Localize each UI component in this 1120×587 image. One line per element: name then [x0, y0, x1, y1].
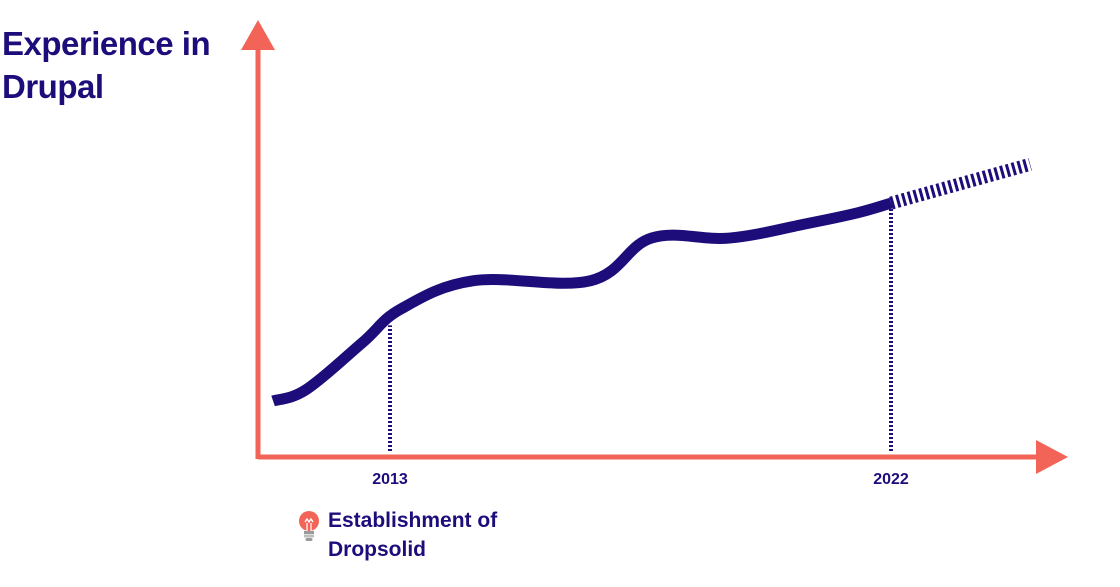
chart-axes [241, 20, 1068, 474]
chart-series [271, 158, 1032, 407]
series-line-projection [889, 158, 1032, 210]
chart-markers [388, 203, 893, 451]
chart-ticks: 2013 2022 [372, 471, 909, 488]
series-line-history [271, 197, 893, 407]
x-axis-arrow [1036, 440, 1068, 474]
y-axis-arrow [241, 20, 275, 50]
annotation: Establishment of Dropsolid [298, 506, 548, 564]
x-tick-label-2022: 2022 [873, 471, 909, 488]
y-axis-title: Experience in Drupal [2, 25, 211, 105]
annotation-text: Establishment of Dropsolid [328, 509, 498, 561]
lightbulb-icon [299, 511, 319, 541]
x-tick-label-2013: 2013 [372, 471, 408, 488]
